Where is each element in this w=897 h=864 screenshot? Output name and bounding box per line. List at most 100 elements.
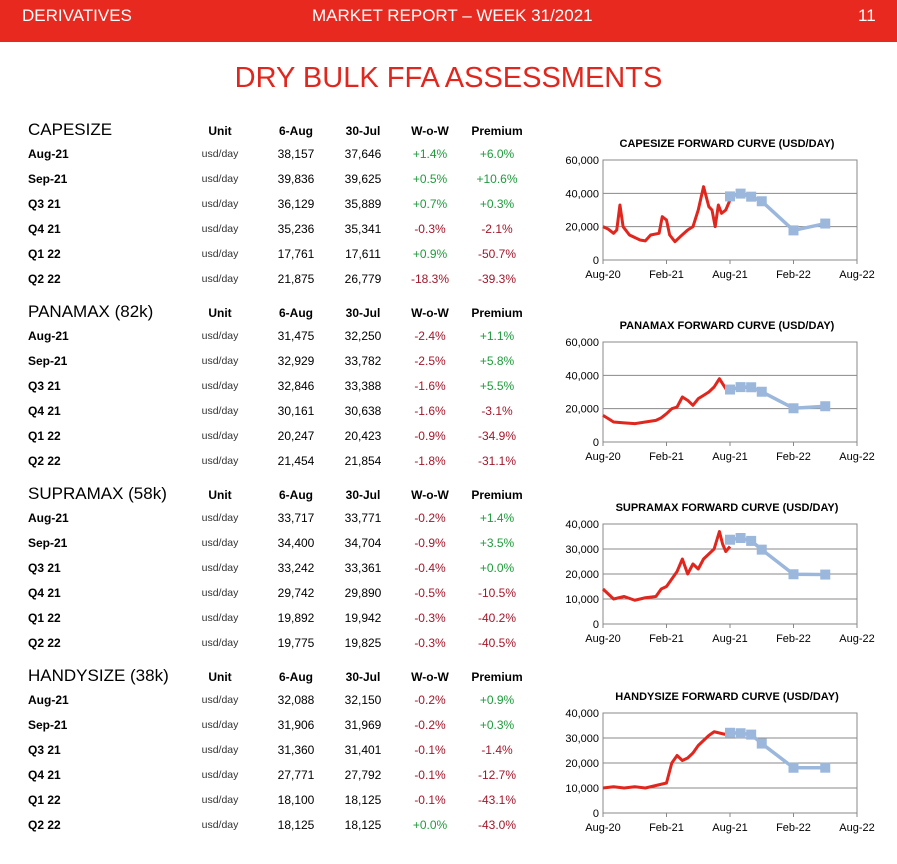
plot-area [602, 159, 858, 261]
value-6aug: 32,929 [277, 354, 315, 368]
period: Q3 21 [28, 379, 61, 393]
wow-change: -0.5% [414, 586, 446, 600]
table-header: HANDYSIZE (38k) Unit 6-Aug 30-Jul W-o-W … [28, 666, 528, 690]
y-tick-label: 30,000 [565, 733, 599, 745]
unit: usd/day [201, 719, 239, 731]
value-30jul: 34,704 [344, 536, 382, 550]
premium: -43.0% [477, 818, 517, 832]
col-6aug: 6-Aug [279, 124, 313, 138]
x-tick-label: Feb-22 [776, 822, 811, 834]
unit: usd/day [201, 794, 239, 806]
forward-point [788, 762, 799, 773]
value-30jul: 35,341 [344, 222, 382, 236]
value-30jul: 17,611 [345, 247, 381, 261]
value-6aug: 17,761 [277, 247, 315, 261]
value-30jul: 19,942 [344, 611, 382, 625]
section-name: SUPRAMAX (58k) [28, 484, 167, 503]
wow-change: -0.9% [414, 536, 446, 550]
value-6aug: 34,400 [277, 536, 315, 550]
wow-change: -0.2% [414, 718, 446, 732]
value-6aug: 30,161 [277, 404, 315, 418]
x-tick-label: Feb-21 [649, 822, 684, 834]
wow-change: +0.0% [412, 818, 448, 832]
value-6aug: 31,475 [277, 329, 315, 343]
unit: usd/day [201, 273, 239, 285]
period: Aug-21 [28, 511, 69, 525]
y-tick-label: 40,000 [565, 708, 599, 720]
x-tick-label: Feb-22 [776, 633, 811, 645]
x-tick-label: Aug-22 [839, 633, 874, 645]
value-30jul: 20,423 [344, 429, 382, 443]
premium: -43.1% [477, 793, 517, 807]
col-6aug: 6-Aug [279, 488, 313, 502]
x-tick-label: Feb-21 [649, 269, 684, 281]
y-tick-label: 0 [593, 255, 599, 267]
period: Q4 21 [28, 404, 61, 418]
table-row: Aug-21 usd/day 38,157 37,646 +1.4% +6.0% [28, 147, 528, 167]
unit: usd/day [201, 148, 239, 160]
unit: usd/day [201, 380, 239, 392]
premium: -12.7% [477, 768, 517, 782]
value-6aug: 21,875 [277, 272, 315, 286]
forward-point [820, 762, 831, 773]
value-30jul: 33,782 [344, 354, 382, 368]
forward-point [735, 382, 746, 393]
premium: -31.1% [477, 454, 517, 468]
table-row: Q1 22 usd/day 18,100 18,125 -0.1% -43.1% [28, 793, 528, 813]
period: Aug-21 [28, 693, 69, 707]
period: Sep-21 [28, 172, 68, 186]
col-premium: Premium [471, 124, 523, 138]
header-section: DERIVATIVES [22, 6, 132, 25]
spot-line [601, 530, 732, 602]
spot-line [602, 185, 732, 244]
x-tick-label: Feb-22 [776, 269, 811, 281]
table-header: SUPRAMAX (58k) Unit 6-Aug 30-Jul W-o-W P… [28, 484, 528, 508]
value-30jul: 31,401 [344, 743, 382, 757]
table-row: Aug-21 usd/day 33,717 33,771 -0.2% +1.4% [28, 511, 528, 531]
forward-point [788, 403, 799, 414]
premium: -3.1% [481, 404, 513, 418]
forward-point [746, 382, 757, 393]
table-row: Q2 22 usd/day 19,775 19,825 -0.3% -40.5% [28, 636, 528, 656]
premium: -2.1% [481, 222, 513, 236]
y-tick-label: 20,000 [565, 222, 599, 234]
col-wow: W-o-W [411, 670, 449, 684]
value-30jul: 33,361 [344, 561, 382, 575]
wow-change: -1.6% [414, 404, 446, 418]
period: Aug-21 [28, 329, 69, 343]
value-30jul: 33,771 [344, 511, 382, 525]
value-6aug: 18,100 [277, 793, 315, 807]
table-row: Q2 22 usd/day 18,125 18,125 +0.0% -43.0% [28, 818, 528, 838]
forward-point [756, 544, 767, 555]
premium: -34.9% [477, 429, 517, 443]
table-row: Sep-21 usd/day 31,906 31,969 -0.2% +0.3% [28, 718, 528, 738]
value-6aug: 38,157 [277, 147, 315, 161]
period: Sep-21 [28, 354, 68, 368]
y-tick-label: 40,000 [565, 370, 599, 382]
forward-point [756, 738, 767, 749]
table-row: Sep-21 usd/day 34,400 34,704 -0.9% +3.5% [28, 536, 528, 556]
wow-change: -2.5% [414, 354, 446, 368]
forward-point [735, 188, 746, 199]
period: Q4 21 [28, 222, 61, 236]
table-row: Q1 22 usd/day 17,761 17,611 +0.9% -50.7% [28, 247, 528, 267]
value-30jul: 30,638 [344, 404, 382, 418]
unit: usd/day [201, 455, 239, 467]
premium: +10.6% [476, 172, 518, 186]
page-title: DRY BULK FFA ASSESSMENTS [234, 62, 663, 94]
value-30jul: 32,250 [344, 329, 382, 343]
section-name: CAPESIZE [28, 120, 113, 139]
period: Q3 21 [28, 743, 61, 757]
spot-line [602, 730, 731, 790]
forward-curve-chart: CAPESIZE FORWARD CURVE (USD/DAY) 0 20,000… [565, 138, 874, 281]
premium: +6.0% [479, 147, 515, 161]
wow-change: +0.5% [412, 172, 448, 186]
y-tick-label: 20,000 [565, 569, 599, 581]
period: Q4 21 [28, 768, 61, 782]
value-30jul: 39,625 [344, 172, 382, 186]
unit: usd/day [201, 562, 239, 574]
period: Q4 21 [28, 586, 61, 600]
wow-change: -2.4% [414, 329, 446, 343]
table-row: Q1 22 usd/day 20,247 20,423 -0.9% -34.9% [28, 429, 528, 449]
forward-point [756, 196, 767, 207]
